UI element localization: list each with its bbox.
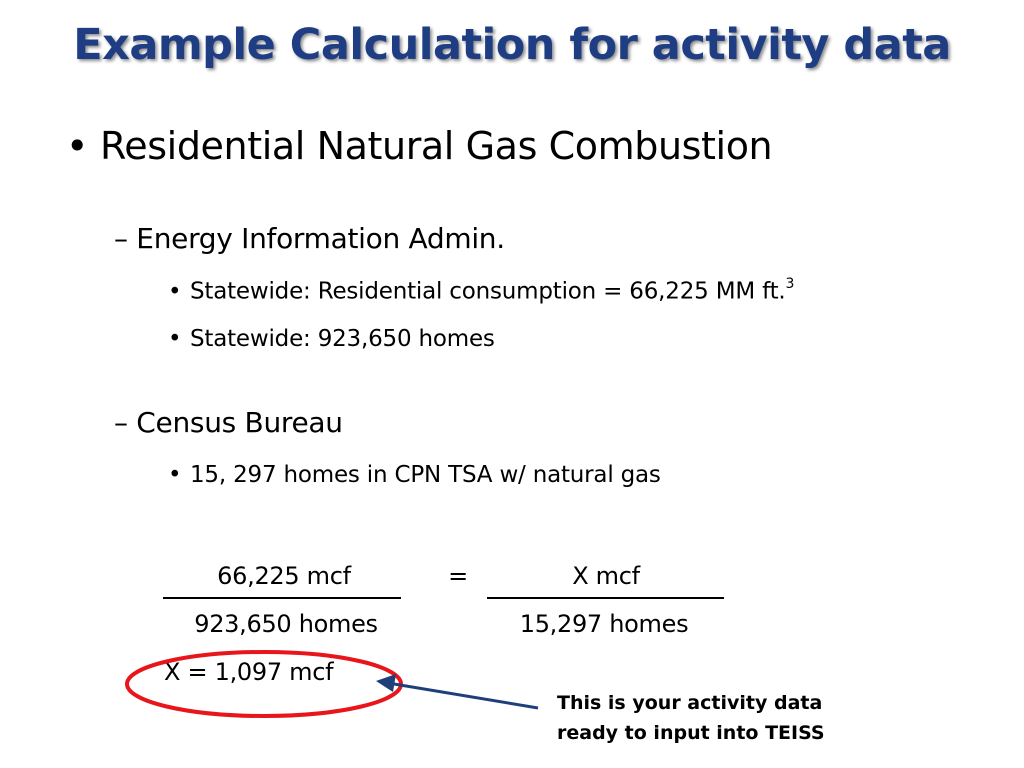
- bullet-icon: •: [168, 278, 182, 305]
- left-numerator: 66,225 mcf: [217, 562, 351, 590]
- main-bullet-text: Residential Natural Gas Combustion: [100, 124, 773, 168]
- right-fraction-bar: [487, 597, 724, 599]
- equals-sign: =: [448, 562, 468, 590]
- activity-data-note: This is your activity data ready to inpu…: [557, 688, 825, 748]
- sub-bullet-text: Statewide: 923,650 homes: [190, 326, 495, 352]
- sub-bullet-homes: • Statewide: 923,650 homes: [168, 326, 495, 352]
- section-heading-census: – Census Bureau: [114, 406, 343, 439]
- left-fraction-bar: [163, 597, 401, 599]
- pointer-arrowhead-icon: [376, 674, 396, 692]
- sub-bullet-tsa-homes: • 15, 297 homes in CPN TSA w/ natural gas: [168, 462, 661, 488]
- bullet-icon: •: [168, 462, 182, 488]
- pointer-arrow-line: [387, 681, 539, 710]
- note-line-2: ready to input into TEISS: [557, 722, 825, 744]
- bullet-icon: •: [66, 124, 89, 168]
- sub-bullet-text: Statewide: Residential consumption = 66,…: [190, 278, 786, 305]
- superscript-text: 3: [785, 276, 795, 292]
- right-denominator: 15,297 homes: [519, 610, 689, 638]
- sub-bullet-consumption: • Statewide: Residential consumption = 66…: [168, 276, 795, 305]
- slide-title: Example Calculation for activity data: [73, 20, 951, 70]
- right-numerator: X mcf: [572, 562, 640, 590]
- left-denominator: 923,650 homes: [194, 610, 378, 638]
- main-bullet: • Residential Natural Gas Combustion: [66, 124, 773, 168]
- section-heading-eia: – Energy Information Admin.: [114, 222, 505, 255]
- note-line-1: This is your activity data: [557, 692, 823, 714]
- equation-result: X = 1,097 mcf: [164, 658, 334, 686]
- bullet-icon: •: [168, 326, 182, 352]
- sub-bullet-text: 15, 297 homes in CPN TSA w/ natural gas: [190, 462, 661, 488]
- highlight-ellipse: [125, 650, 403, 718]
